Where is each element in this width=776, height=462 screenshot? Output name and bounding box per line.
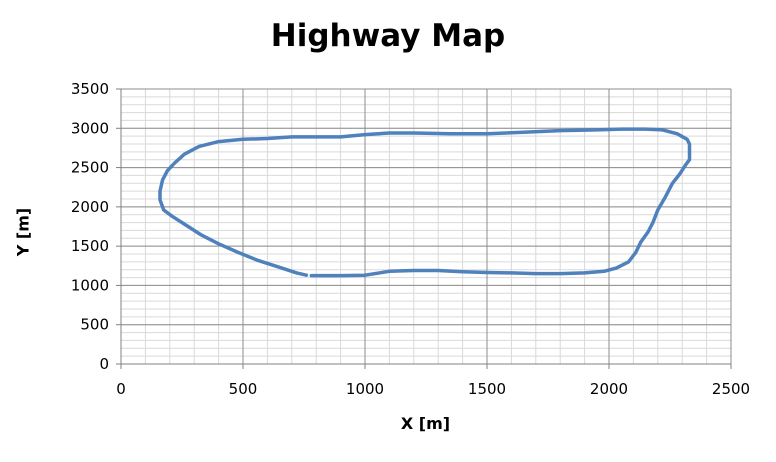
series-line-0 <box>158 127 692 278</box>
y-tick-label: 1000 <box>71 276 109 294</box>
y-tick-label: 2500 <box>71 159 109 177</box>
y-tick-label: 3000 <box>71 119 109 137</box>
x-axis-label: X [m] <box>400 414 451 433</box>
x-tick-label: 0 <box>116 380 126 398</box>
x-tick-label: 500 <box>229 380 258 398</box>
y-tick-label: 500 <box>80 316 109 334</box>
y-tick-label: 2000 <box>71 198 109 216</box>
x-tick-label: 1000 <box>346 380 384 398</box>
x-tick-label: 1500 <box>468 380 506 398</box>
chart-title: Highway Map <box>270 18 506 54</box>
y-tick-label: 3500 <box>71 80 109 98</box>
y-tick-label: 1500 <box>71 237 109 255</box>
y-tick-label: 0 <box>99 355 109 373</box>
x-tick-label: 2000 <box>590 380 628 398</box>
x-tick-label: 2500 <box>712 380 750 398</box>
